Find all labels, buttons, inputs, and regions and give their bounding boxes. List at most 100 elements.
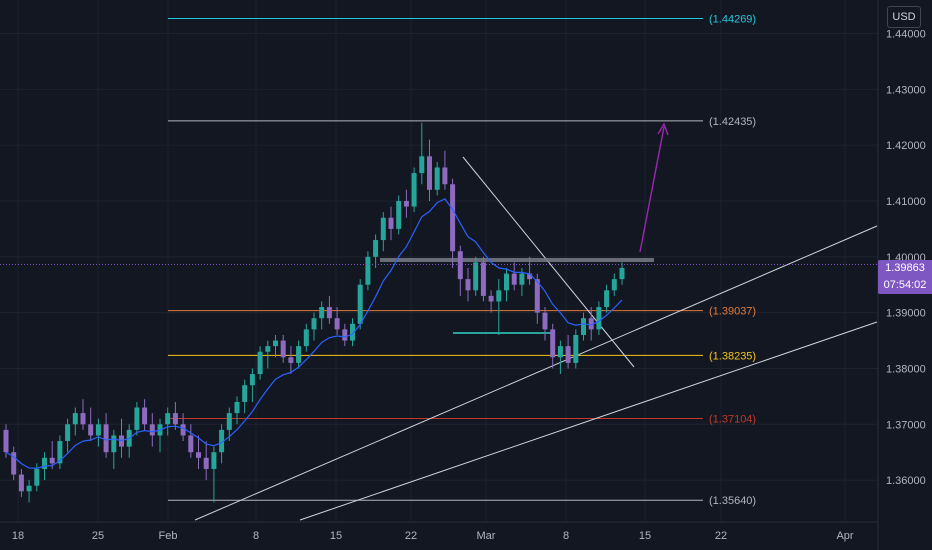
candle-body xyxy=(473,262,479,291)
candle-body xyxy=(388,217,394,229)
candle-body xyxy=(280,340,286,358)
candle-body xyxy=(396,200,402,229)
candle-body xyxy=(265,346,271,352)
level-label: (1.37104) xyxy=(709,413,756,425)
candle-body xyxy=(365,256,371,285)
candle-body xyxy=(303,329,309,347)
x-tick-label: 8 xyxy=(563,530,569,542)
candle-body xyxy=(11,452,17,475)
candle-body xyxy=(357,284,363,324)
candle-body xyxy=(334,318,340,330)
y-tick-label: 1.44000 xyxy=(886,28,926,40)
candle-body xyxy=(611,279,617,291)
candle-body xyxy=(103,424,109,453)
candle-body xyxy=(373,240,379,257)
candle-body xyxy=(288,357,294,363)
candle-body xyxy=(180,424,186,436)
candle-body xyxy=(573,334,579,363)
candle-body xyxy=(434,167,440,190)
candle-body xyxy=(296,346,302,363)
x-tick-label: 22 xyxy=(715,530,727,542)
candle-body xyxy=(57,441,63,464)
candle-body xyxy=(165,413,171,425)
x-tick-label: Apr xyxy=(836,530,853,542)
y-tick-label: 1.39000 xyxy=(886,308,926,320)
candle-body xyxy=(326,307,332,319)
x-tick-label: 25 xyxy=(92,530,104,542)
candle-body xyxy=(18,474,24,492)
y-tick-label: 1.36000 xyxy=(886,475,926,487)
candle-body xyxy=(411,173,417,207)
currency-selector[interactable]: USD xyxy=(887,6,921,28)
candle-body xyxy=(504,273,509,291)
candle-body xyxy=(95,424,101,436)
candle-body xyxy=(142,407,148,425)
y-tick-label: 1.38000 xyxy=(886,363,926,375)
candle-body xyxy=(257,351,263,375)
candle-body xyxy=(604,290,610,308)
x-tick-label: 15 xyxy=(330,530,342,542)
candle-body xyxy=(496,290,502,302)
trendline-lower xyxy=(299,321,878,521)
candle-body xyxy=(542,312,548,330)
candle-body xyxy=(196,452,201,458)
x-tick-label: 8 xyxy=(253,530,259,542)
level-label: (1.35640) xyxy=(709,495,756,507)
candle-body xyxy=(519,273,525,285)
candle-body xyxy=(34,468,40,486)
candle-body xyxy=(550,329,556,358)
projection-arrow-head xyxy=(657,122,669,136)
projection-arrow xyxy=(639,126,665,253)
candle-body xyxy=(234,401,240,414)
candle-body xyxy=(311,318,317,330)
candle-body xyxy=(450,184,456,252)
candle-body xyxy=(527,273,533,280)
level-label: (1.38235) xyxy=(709,350,756,362)
candle-body xyxy=(172,413,178,425)
candle-body xyxy=(465,279,471,291)
candle-body xyxy=(219,429,225,453)
level-lines: (1.44269) (1.42435) (1.39037) (1.38235) (1.3… xyxy=(168,13,756,507)
candle-body xyxy=(203,457,209,469)
candle-body xyxy=(273,340,278,347)
candle-body xyxy=(49,457,55,464)
x-tick-label: 22 xyxy=(405,530,417,542)
candle-body xyxy=(134,407,140,430)
candle-body xyxy=(565,346,571,363)
candle-body xyxy=(596,307,602,330)
level-label: (1.42435) xyxy=(709,116,756,128)
candle-body xyxy=(342,329,348,341)
candle-body xyxy=(350,323,355,341)
candle-body xyxy=(588,318,594,330)
y-tick-label: 1.43000 xyxy=(886,84,926,96)
candle-body xyxy=(619,267,625,280)
candle-body xyxy=(557,346,563,358)
y-tick-label: 1.42000 xyxy=(886,140,926,152)
candle-body xyxy=(427,156,432,190)
candle-body xyxy=(249,374,255,386)
candle-body xyxy=(380,217,386,241)
candle-countdown: 07:54:02 xyxy=(883,279,927,291)
candle-body xyxy=(319,307,325,319)
x-tick-label: Feb xyxy=(159,530,178,542)
candle-body xyxy=(457,251,463,280)
candle-body xyxy=(65,424,71,442)
candle-body xyxy=(149,424,155,436)
candle-body xyxy=(442,167,448,185)
y-tick-label: 1.37000 xyxy=(886,419,926,431)
candle-body xyxy=(3,429,9,453)
candle-body xyxy=(534,279,540,313)
candle-body xyxy=(403,200,409,207)
x-axis-ticks: 18 25 Feb 8 15 22 Mar 8 15 22 Apr xyxy=(12,530,854,542)
candle-body xyxy=(488,295,494,302)
candle-body xyxy=(211,452,217,469)
candle-body xyxy=(88,424,94,436)
candle-body xyxy=(226,413,232,430)
current-price-value: 1.39863 xyxy=(885,262,925,274)
candle-body xyxy=(72,413,78,425)
candle-body xyxy=(511,273,517,285)
candlestick-series xyxy=(3,122,625,503)
chart-drawings xyxy=(194,122,878,521)
